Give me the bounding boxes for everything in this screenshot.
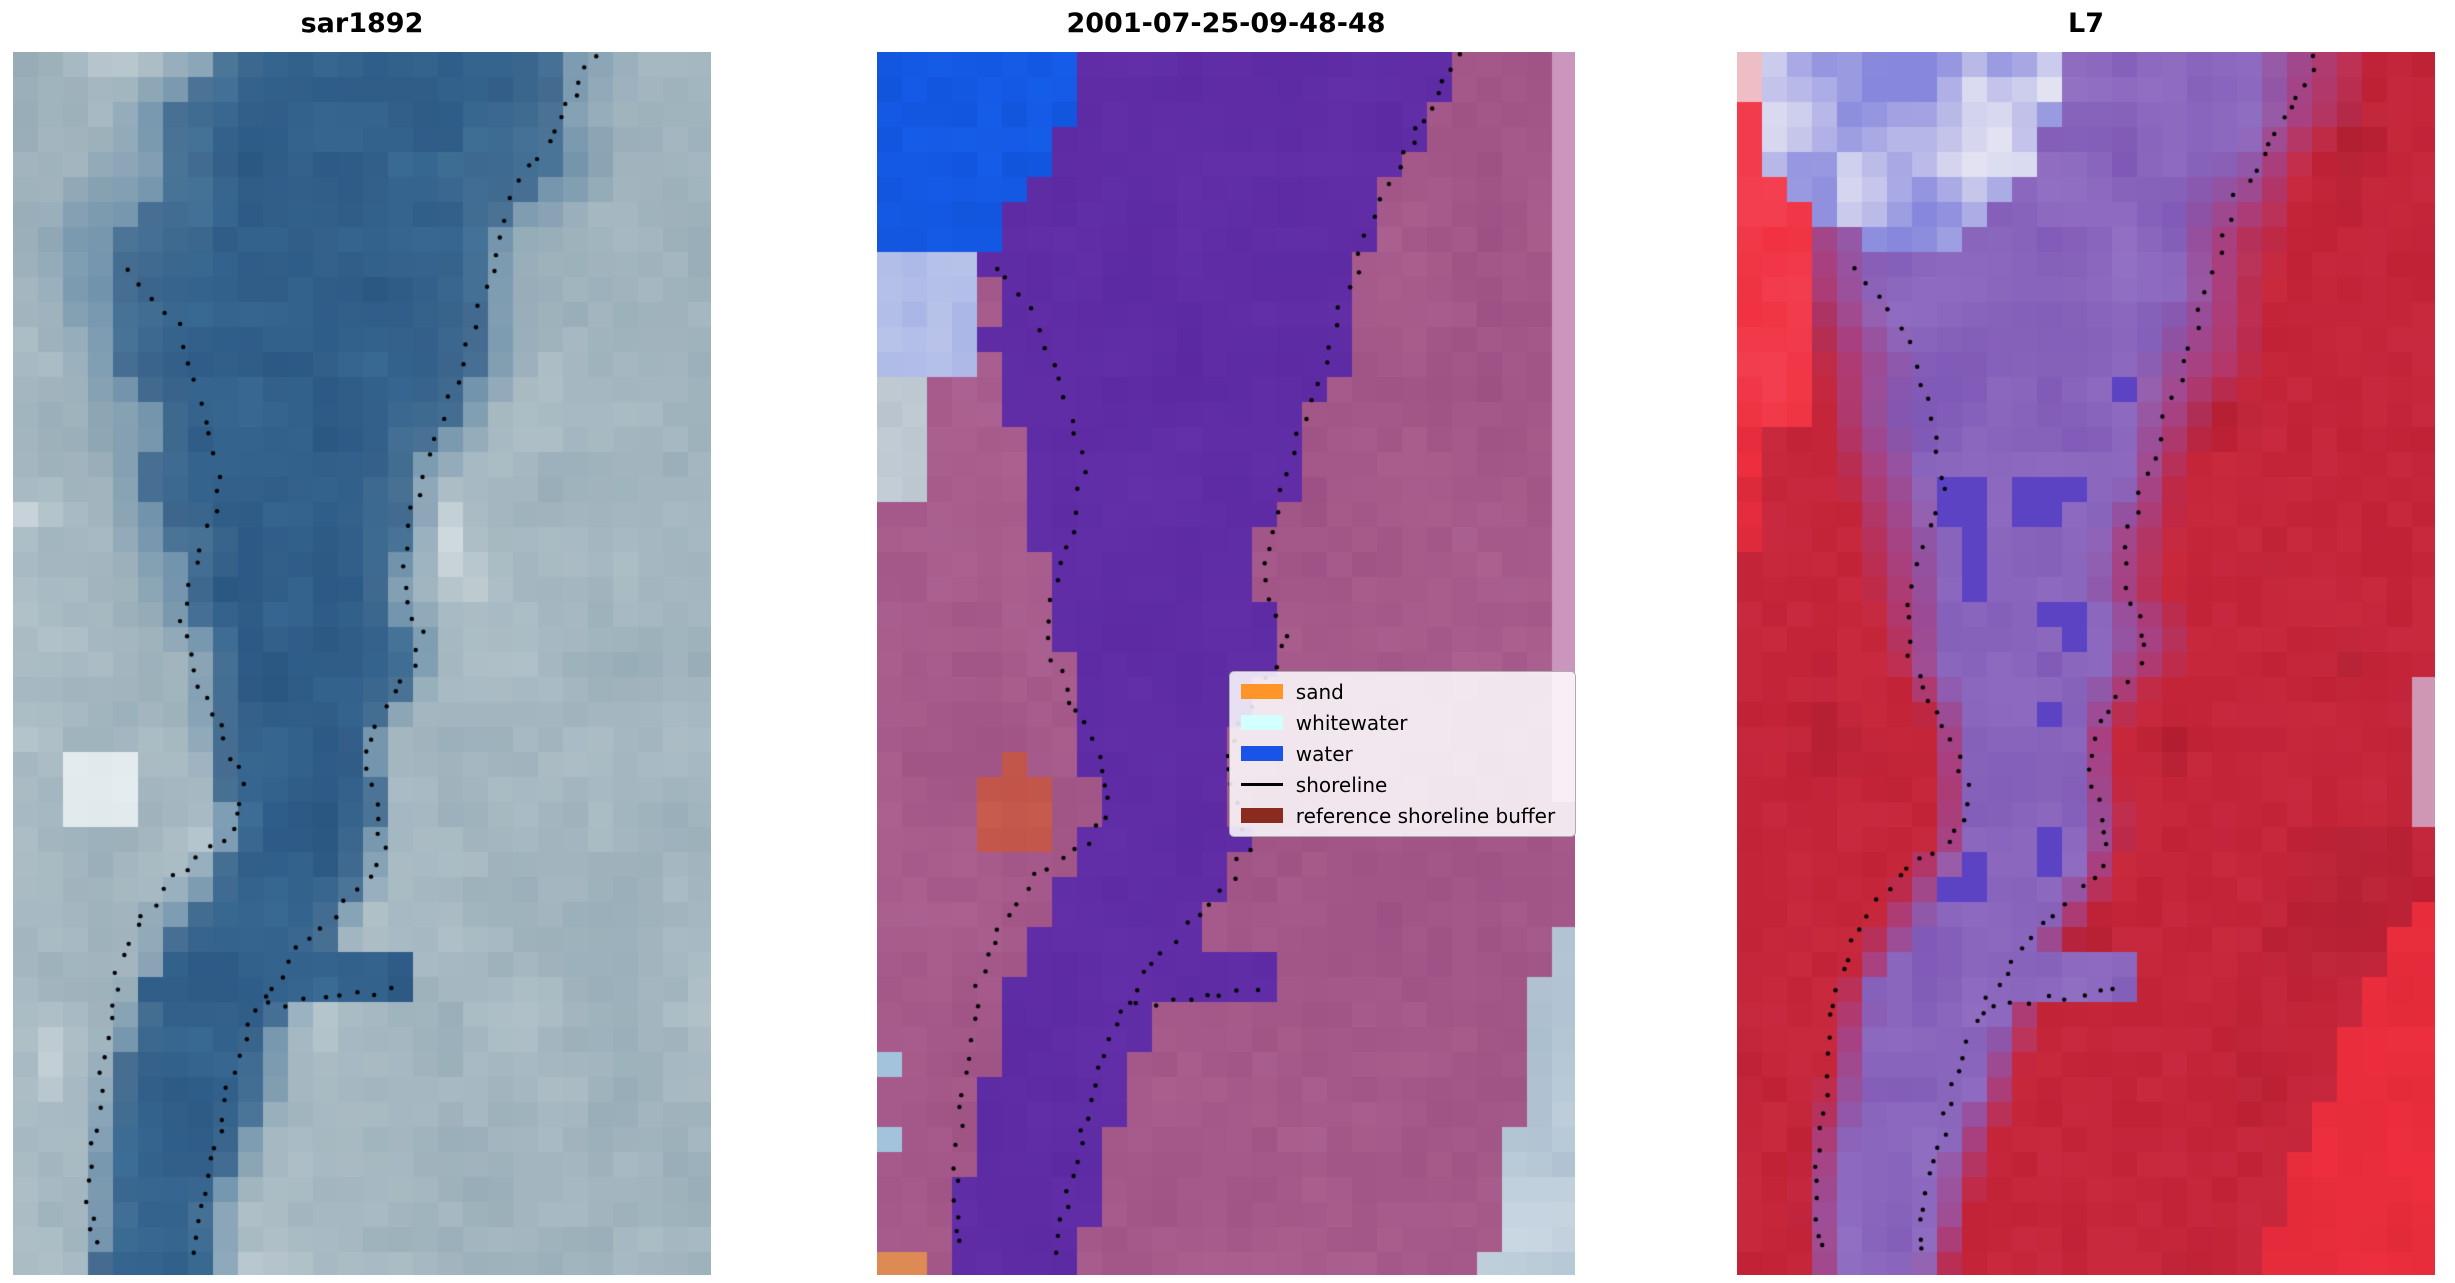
panel-title-classified: 2001-07-25-09-48-48 [1066, 8, 1386, 39]
panel-title-sar1892: sar1892 [300, 8, 424, 39]
classified-image [877, 52, 1575, 1275]
legend-item-reference-shoreline-buffer: reference shoreline buffer [1240, 803, 1564, 828]
panel-classified: 2001-07-25-09-48-48 sand whitewater water s… [877, 8, 1576, 1275]
panel-sar1892: sar1892 [13, 8, 711, 1275]
legend-item-water: water [1240, 741, 1564, 766]
sar1892-image [13, 52, 711, 1275]
panel-title-l7: L7 [2068, 8, 2104, 39]
legend-label-whitewater: whitewater [1295, 710, 1408, 735]
legend-label-reference-shoreline-buffer: reference shoreline buffer [1295, 803, 1556, 828]
legend-item-sand: sand [1240, 679, 1564, 704]
legend-label-water: water [1295, 741, 1353, 766]
panel-l7: L7 [1737, 8, 2435, 1275]
legend: sand whitewater water shoreline reference sh… [1228, 670, 1576, 837]
legend-swatch-reference-shoreline-buffer [1240, 808, 1283, 824]
legend-label-shoreline: shoreline [1295, 772, 1388, 797]
legend-label-sand: sand [1295, 679, 1344, 704]
legend-item-whitewater: whitewater [1240, 710, 1564, 735]
legend-swatch-whitewater [1240, 715, 1283, 731]
legend-swatch-sand [1240, 684, 1283, 700]
legend-item-shoreline: shoreline [1240, 772, 1564, 797]
legend-swatch-shoreline [1240, 783, 1283, 787]
legend-swatch-water [1240, 746, 1283, 762]
l7-image [1737, 52, 2435, 1275]
